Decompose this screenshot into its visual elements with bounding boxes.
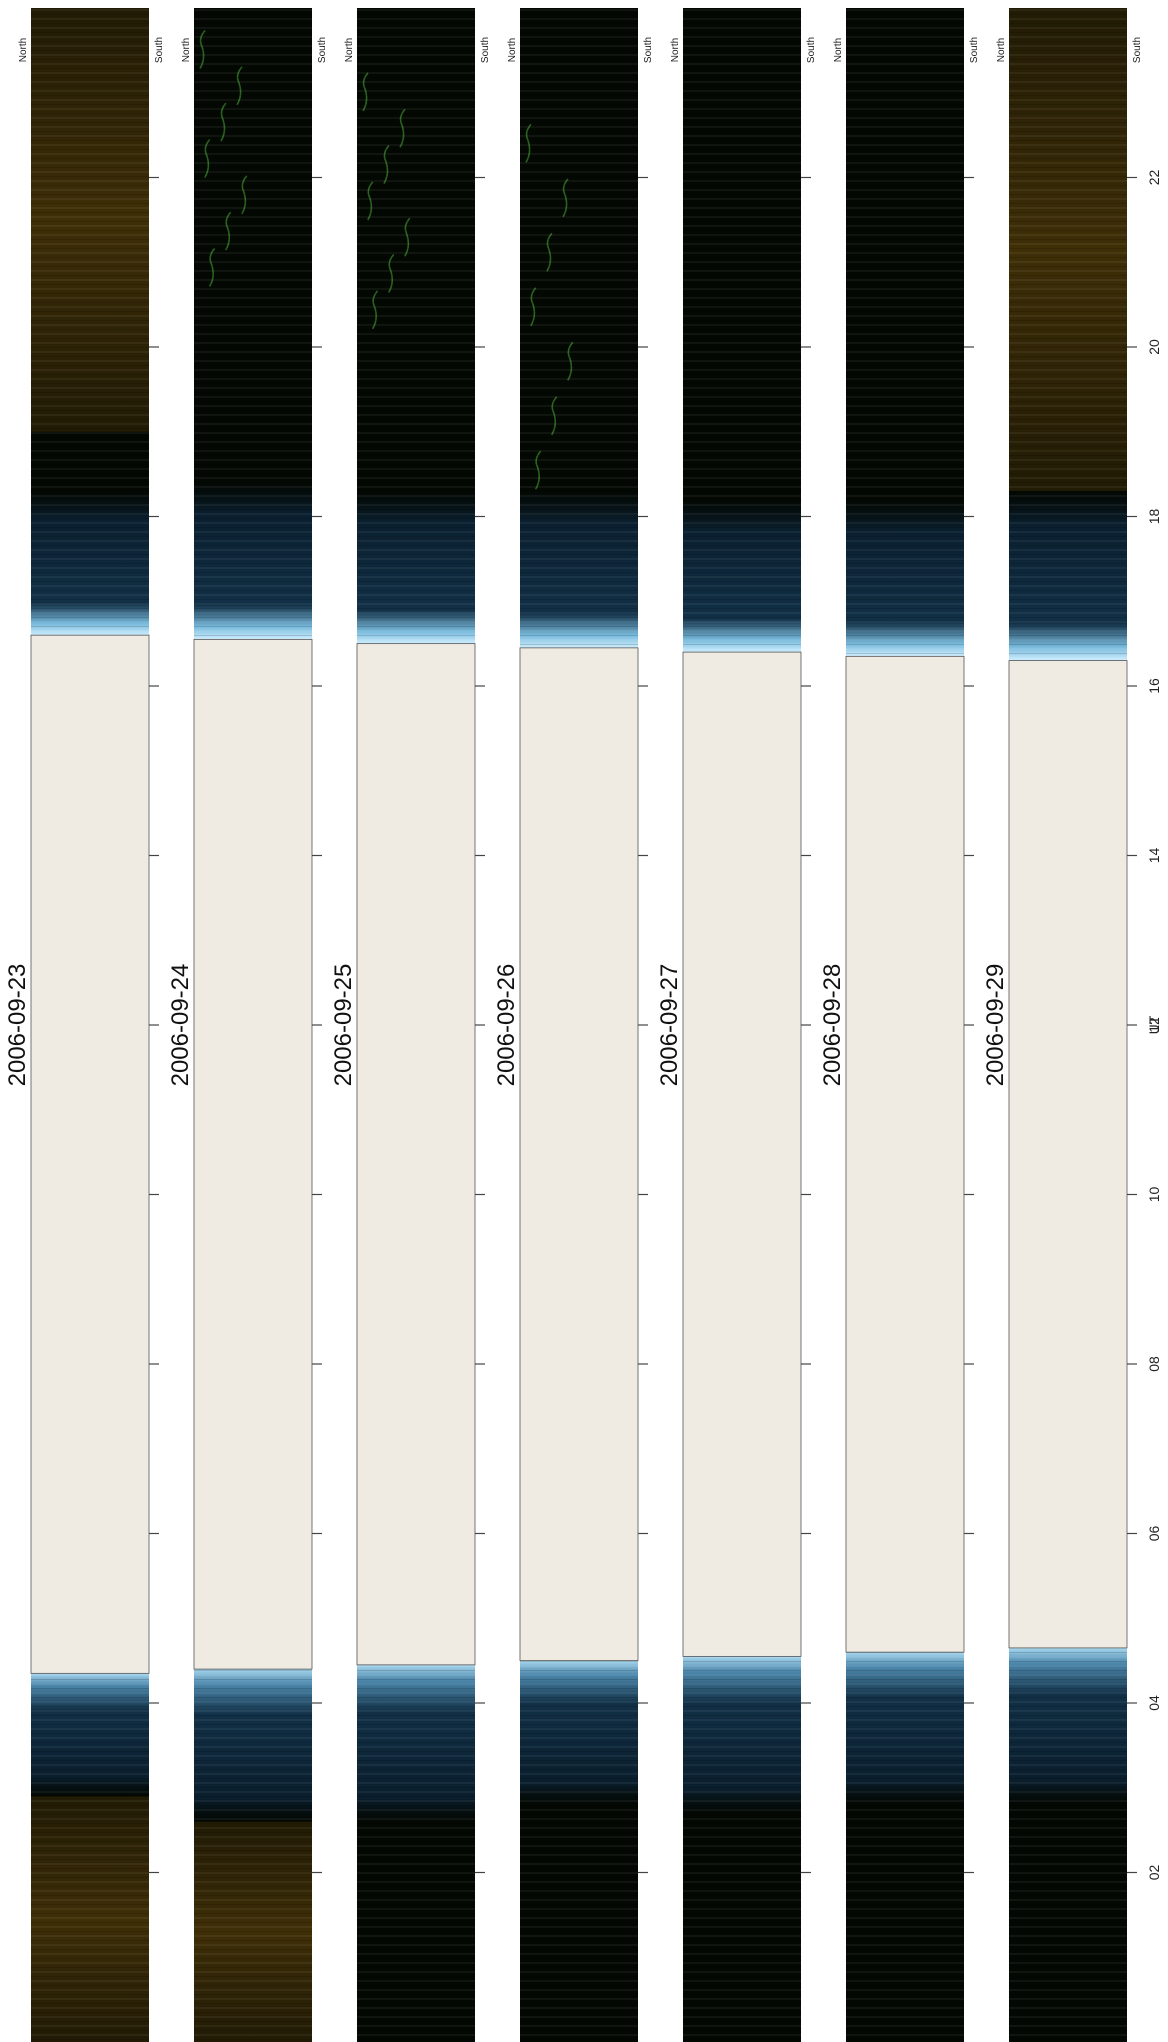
daylight-block	[30, 634, 150, 1674]
daylight-block	[1008, 660, 1128, 1649]
date-label: 2006-09-23	[4, 964, 31, 1087]
day-strip: North South 2006-09-28	[819, 8, 980, 2042]
date-label: 2006-09-29	[982, 964, 1009, 1087]
south-label: South	[1132, 37, 1143, 63]
ut-tick-label: 02	[1146, 1865, 1162, 1881]
south-label: South	[806, 37, 817, 63]
date-label: 2006-09-25	[330, 964, 357, 1087]
north-label: North	[670, 38, 681, 62]
daylight-block	[356, 643, 476, 1666]
south-label: South	[317, 37, 328, 63]
day-strip: North South 2006-09-26	[493, 8, 654, 2042]
ut-tick-label: 16	[1146, 678, 1162, 694]
ut-tick-label: 10	[1146, 1187, 1162, 1203]
ut-tick-label: 08	[1146, 1356, 1162, 1372]
ut-axis: UT 02 04 06 08 10 12 14 16 18 20 22	[1146, 170, 1162, 1881]
date-label: 2006-09-28	[819, 964, 846, 1087]
south-label: South	[969, 37, 980, 63]
south-label: South	[154, 37, 165, 63]
date-label: 2006-09-27	[656, 964, 683, 1087]
day-strip: North South 2006-09-24	[167, 8, 328, 2042]
north-label: North	[833, 38, 844, 62]
ut-tick-label: 20	[1146, 339, 1162, 355]
day-strip: North South 2006-09-27	[656, 8, 817, 2042]
day-strip: North South 2006-09-29	[982, 8, 1143, 2042]
daylight-block	[845, 655, 965, 1653]
north-label: North	[507, 38, 518, 62]
south-label: South	[480, 37, 491, 63]
daylight-block	[682, 651, 802, 1657]
ut-tick-label: 14	[1146, 848, 1162, 864]
daylight-block	[193, 638, 313, 1670]
day-strip: North South 2006-09-23	[4, 8, 165, 2042]
ut-tick-label: 04	[1146, 1695, 1162, 1711]
north-label: North	[18, 38, 29, 62]
date-label: 2006-09-24	[167, 964, 194, 1087]
ut-tick-label: 18	[1146, 509, 1162, 525]
ut-tick-label: 12	[1146, 1017, 1162, 1033]
daylight-block	[519, 647, 639, 1662]
ut-tick-label: 06	[1146, 1526, 1162, 1542]
south-label: South	[643, 37, 654, 63]
day-strip: North South 2006-09-25	[330, 8, 491, 2042]
north-label: North	[344, 38, 355, 62]
north-label: North	[181, 38, 192, 62]
day-strips: North South 2006-09-23 North South 2006-09-24…	[4, 8, 1143, 2042]
north-label: North	[996, 38, 1007, 62]
date-label: 2006-09-26	[493, 964, 520, 1087]
ut-axis-label: UT	[1146, 1015, 1162, 1034]
ut-tick-label: 22	[1146, 170, 1162, 186]
